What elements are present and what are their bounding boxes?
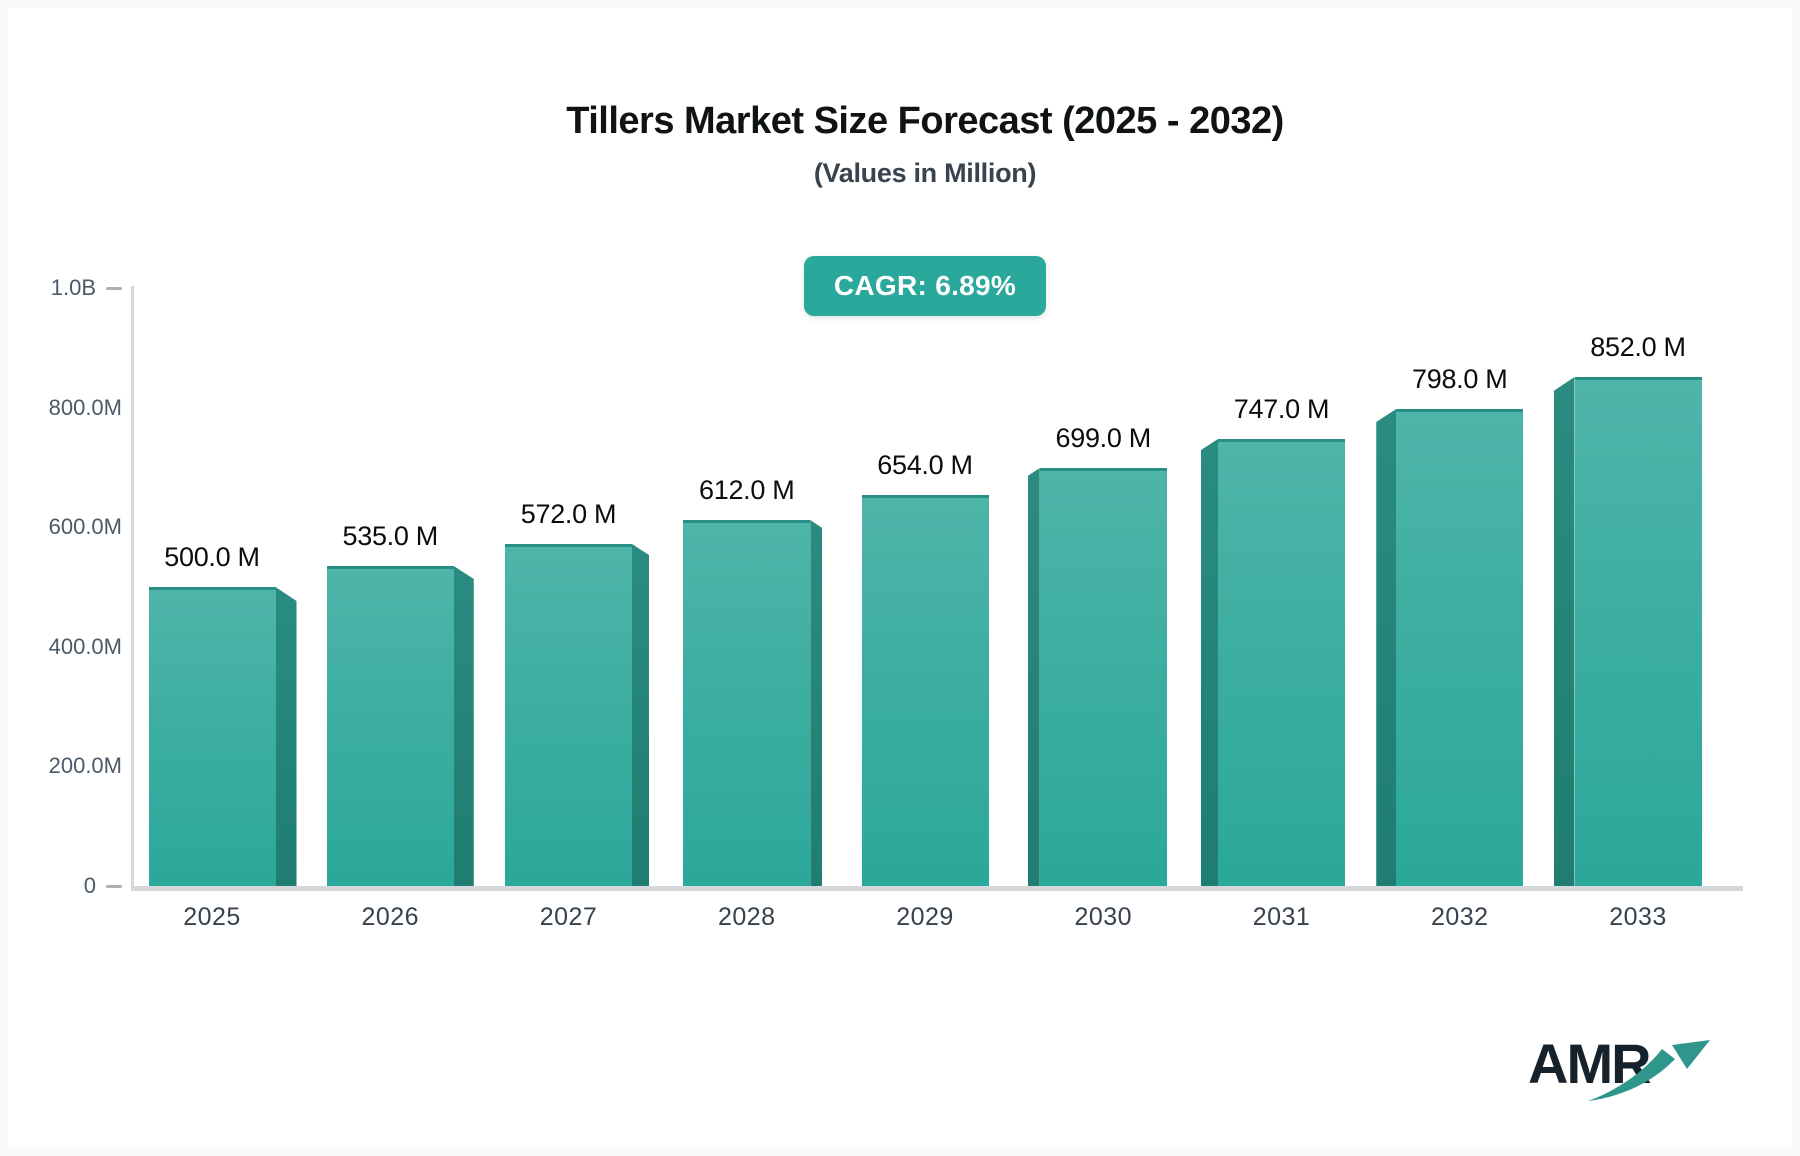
bar [505, 544, 632, 886]
x-axis-line [131, 886, 1743, 891]
x-axis-label: 2027 [539, 903, 598, 931]
y-tick-label: 200.0M [48, 753, 122, 779]
x-axis-label: 2029 [896, 903, 954, 931]
y-tick-row: 0 [0, 871, 122, 901]
bar [1574, 377, 1702, 886]
x-axis-label: 2032 [1430, 903, 1489, 931]
y-tick-label: 0 [83, 873, 96, 898]
bar-bevel [453, 566, 474, 886]
bar-value-label: 747.0 M [1233, 394, 1330, 424]
y-tick-dash [106, 884, 122, 888]
y-tick-row: 800.0M [0, 393, 122, 423]
bar-bevel [810, 520, 823, 886]
growth-arrow-icon [1588, 1040, 1710, 1101]
amr-logo: AMR [1528, 1034, 1718, 1114]
bar-bevel [1201, 439, 1218, 886]
bar-value-label: 699.0 M [1055, 423, 1152, 453]
bar-value-label: 654.0 M [877, 450, 973, 480]
x-axis-label: 2025 [183, 903, 241, 931]
chart-subtitle: (Values in Million) [813, 158, 1037, 188]
y-tick-label: 600.0M [48, 514, 122, 540]
bar [1218, 439, 1345, 886]
bar-value-label: 852.0 M [1590, 332, 1686, 362]
bar [1396, 409, 1524, 886]
y-tick-label: 400.0M [48, 633, 122, 659]
bar [1039, 468, 1167, 886]
bar-value-label: 535.0 M [342, 521, 439, 551]
y-tick-label: 800.0M [48, 394, 122, 420]
x-axis-label: 2028 [717, 903, 776, 931]
y-axis-line [131, 286, 134, 886]
x-axis-label: 2033 [1609, 903, 1667, 931]
chart-title: Tillers Market Size Forecast (2025 - 203… [566, 100, 1284, 142]
bar [326, 566, 454, 886]
y-tick-row: 400.0M [0, 632, 122, 662]
bar-value-label: 500.0 M [164, 542, 260, 572]
bar-value-label: 612.0 M [699, 475, 795, 505]
bar [861, 495, 989, 886]
bar-bevel [1553, 377, 1575, 886]
bar-value-label: 798.0 M [1412, 364, 1508, 394]
bar-bevel [275, 587, 297, 886]
bar [683, 520, 811, 886]
y-tick-row: 600.0M [0, 512, 122, 542]
x-axis-label: 2026 [361, 903, 420, 931]
bar-bevel [1027, 468, 1040, 886]
y-tick-dash [106, 286, 122, 290]
bar-bevel [1376, 409, 1397, 886]
y-tick-row: 1.0B [0, 273, 122, 303]
y-tick-label: 1.0B [50, 275, 96, 300]
bar [148, 587, 276, 886]
cagr-badge: CAGR: 6.89% [803, 256, 1047, 316]
y-tick-row: 200.0M [0, 751, 122, 781]
x-axis-label: 2030 [1074, 903, 1133, 931]
bar-bevel [632, 544, 649, 886]
bar-value-label: 572.0 M [520, 499, 617, 529]
x-axis-label: 2031 [1252, 903, 1311, 931]
cagr-badge-band: CAGR: 6.89% [25, 256, 1800, 316]
